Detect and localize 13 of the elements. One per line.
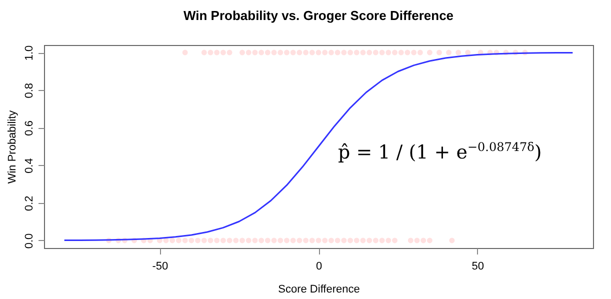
y-tick-label: 0.6 [24,120,36,136]
x-tick-label: 0 [316,260,322,272]
x-axis-title: Score Difference [278,284,360,296]
y-tick-label: 0.2 [24,196,36,212]
x-tick-label: -50 [152,260,168,272]
x-tick-label: 50 [472,260,484,272]
chart-title: Win Probability vs. Groger Score Difference [183,8,454,23]
y-axis-title: Win Probability [6,110,18,184]
annotation: p̂ = 1 / (1 + e$^{−0.08747δ}$) [338,140,542,164]
y-tick-label: 0.0 [24,233,36,249]
y-tick-label: 0.4 [24,158,36,174]
y-tick-label: 0.8 [24,82,36,98]
y-tick-label: 1.0 [24,45,36,61]
